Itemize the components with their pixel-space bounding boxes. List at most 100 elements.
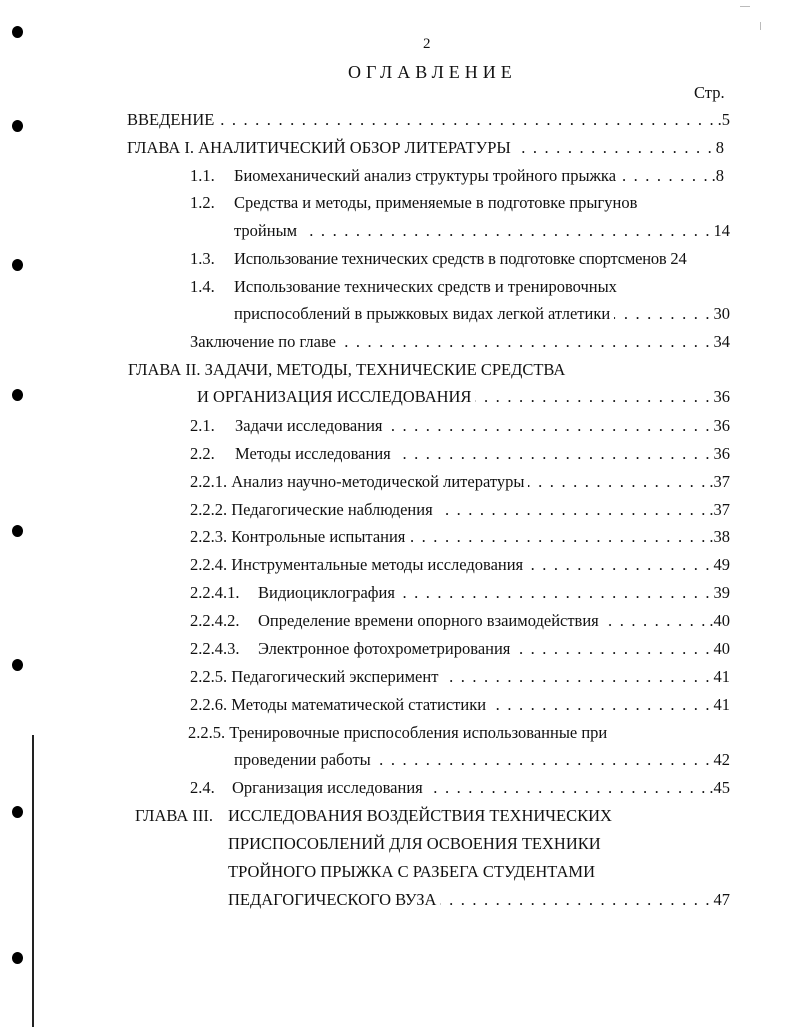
dot-leader	[514, 639, 709, 659]
entry-page: 41	[713, 695, 731, 714]
entry-number: 1.1.	[190, 166, 215, 185]
toc-entry-chapter-2[interactable]: И ОРГАНИЗАЦИЯ ИССЛЕДОВАНИЯ 36	[197, 387, 730, 407]
scan-edge-line	[32, 735, 34, 1027]
punch-hole	[12, 525, 23, 537]
entry-page: .8	[711, 166, 724, 185]
entry-text: 2.2.1. Анализ научно-методической литера…	[190, 472, 525, 491]
entry-page: .38	[709, 527, 730, 546]
toc-entry-chapter-3[interactable]: ПЕДАГОГИЧЕСКОГО ВУЗА 47	[228, 890, 730, 910]
entry-text-continued: проведении работы	[234, 750, 371, 769]
dot-leader	[475, 387, 709, 407]
chapter-title: ТРОЙНОГО ПРЫЖКА С РАЗБЕГА СТУДЕНТАМИ	[228, 862, 596, 881]
entry-text: Определение времени опорного взаимодейст…	[258, 611, 599, 630]
entry-page: .5	[717, 110, 730, 129]
entry-page: 34	[713, 332, 731, 351]
toc-entry-chapter-1-conclusion[interactable]: Заключение по главе 34	[190, 332, 730, 352]
entry-page: 36	[713, 444, 731, 463]
entry-text: Задачи исследования	[235, 416, 383, 435]
entry-text: Видиоциклография	[258, 583, 395, 602]
toc-entry-1-1[interactable]: Биомеханический анализ структуры тройног…	[234, 166, 724, 186]
toc-entry-2-2-5-training[interactable]: проведении работы 42	[234, 750, 730, 770]
toc-entry-2-2-2[interactable]: 2.2.2. Педагогические наблюдения .37	[190, 500, 730, 520]
entry-page: 36	[713, 416, 731, 435]
toc-entry-2-2-1[interactable]: 2.2.1. Анализ научно-методической литера…	[190, 472, 730, 492]
dot-leader	[620, 166, 708, 186]
chapter-title: ПРИСПОСОБЛЕНИЙ ДЛЯ ОСВОЕНИЯ ТЕХНИКИ	[228, 834, 601, 853]
entry-page: .37	[709, 472, 730, 491]
entry-text: Заключение по главе	[190, 332, 336, 351]
toc-entry-chapter-1[interactable]: ГЛАВА I. АНАЛИТИЧЕСКИЙ ОБЗОР ЛИТЕРАТУРЫ 8	[127, 138, 724, 158]
punch-hole	[12, 389, 23, 401]
entry-number: 2.2.	[190, 444, 215, 463]
punch-hole	[12, 806, 23, 818]
toc-entry-2-2-6[interactable]: 2.2.6. Методы математической статистики 4…	[190, 695, 730, 715]
entry-text-continued: ПЕДАГОГИЧЕСКОГО ВУЗА	[228, 890, 437, 909]
entry-text-continued: тройным	[234, 221, 298, 240]
entry-page: 39	[713, 583, 731, 602]
entry-text-continued: И ОРГАНИЗАЦИЯ ИССЛЕДОВАНИЯ	[197, 387, 472, 406]
entry-page: .40	[709, 611, 730, 630]
entry-number: 2.1.	[190, 416, 215, 435]
entry-page: 41	[713, 667, 731, 686]
dot-leader	[527, 555, 709, 575]
dot-leader	[340, 332, 710, 352]
toc-entry-2-1[interactable]: Задачи исследования 36	[235, 416, 730, 436]
entry-page: 24	[670, 249, 687, 268]
dot-leader	[440, 890, 709, 910]
toc-entry-2-4[interactable]: Организация исследования .45	[232, 778, 730, 798]
dot-leader	[218, 110, 713, 130]
entry-page: 14	[713, 221, 731, 240]
entry-page: 40	[713, 639, 731, 658]
entry-page: 49	[713, 555, 731, 574]
punch-hole	[12, 26, 23, 38]
entry-number: 2.2.4.2.	[190, 611, 240, 630]
scan-mark	[740, 6, 750, 7]
entry-text: ВВЕДЕНИЕ	[127, 110, 215, 129]
chapter-title: ИССЛЕДОВАНИЯ ВОЗДЕЙСТВИЯ ТЕХНИЧЕСКИХ	[228, 806, 612, 825]
dot-leader	[427, 778, 706, 798]
entry-text-continued: приспособлений в прыжковых видах легкой …	[234, 304, 611, 323]
page-column-label: Стр.	[694, 83, 725, 102]
entry-page: 8	[715, 138, 724, 157]
entry-text: 2.2.5. Педагогический эксперимент	[190, 667, 439, 686]
chapter-label: ГЛАВА III.	[135, 806, 214, 825]
toc-entry-2-2-4[interactable]: 2.2.4. Инструментальные методы исследова…	[190, 555, 730, 575]
entry-number: 1.3.	[190, 249, 215, 268]
toc-entry-2-2-4-3[interactable]: Электронное фотохрометрирования 40	[258, 639, 730, 659]
page-title: ОГЛАВЛЕНИЕ	[348, 62, 517, 82]
entry-page: .37	[709, 500, 730, 519]
chapter-title: ГЛАВА II. ЗАДАЧИ, МЕТОДЫ, ТЕХНИЧЕСКИЕ СР…	[128, 360, 566, 379]
entry-number: 1.4.	[190, 277, 215, 296]
toc-entry-1-4[interactable]: приспособлений в прыжковых видах легкой …	[234, 304, 730, 324]
dot-leader	[437, 500, 706, 520]
toc-entry-2-2-5[interactable]: 2.2.5. Педагогический эксперимент 41	[190, 667, 730, 687]
toc-entry-1-3[interactable]: Использование технических средств в подг…	[234, 249, 687, 269]
entry-page: .45	[709, 778, 730, 797]
entry-text: Организация исследования	[232, 778, 423, 797]
toc-entry-2-2-4-2[interactable]: Определение времени опорного взаимодейст…	[258, 611, 730, 631]
entry-text: 2.2.2. Педагогические наблюдения	[190, 500, 433, 519]
dot-leader	[528, 472, 705, 492]
entry-page: 36	[713, 387, 731, 406]
entry-number: 1.2.	[190, 193, 215, 212]
dot-leader	[375, 750, 710, 770]
toc-entry-2-2-4-1[interactable]: Видиоциклография 39	[258, 583, 730, 603]
entry-number: 2.4.	[190, 778, 215, 797]
entry-page: 42	[713, 750, 731, 769]
entry-text: Использование технических средств в подг…	[234, 249, 667, 268]
dot-leader	[442, 667, 709, 687]
toc-entry-1-2[interactable]: тройным 14	[234, 221, 730, 241]
punch-hole	[12, 120, 23, 132]
entry-page: 47	[713, 890, 731, 909]
dot-leader	[395, 444, 710, 464]
dot-leader	[490, 695, 709, 715]
entry-text: Электронное фотохрометрирования	[258, 639, 511, 658]
entry-text: ГЛАВА I. АНАЛИТИЧЕСКИЙ ОБЗОР ЛИТЕРАТУРЫ	[127, 138, 511, 157]
entry-number: 2.2.4.1.	[190, 583, 240, 602]
entry-page: 30	[713, 304, 731, 323]
toc-entry-2-2-3[interactable]: 2.2.3. Контрольные испытания .38	[190, 527, 730, 547]
entry-text: Средства и методы, применяемые в подгото…	[234, 193, 638, 212]
toc-entry-intro[interactable]: ВВЕДЕНИЕ .5	[127, 110, 730, 130]
entry-text: 2.2.4. Инструментальные методы исследова…	[190, 555, 524, 574]
toc-entry-2-2[interactable]: Методы исследования 36	[235, 444, 730, 464]
